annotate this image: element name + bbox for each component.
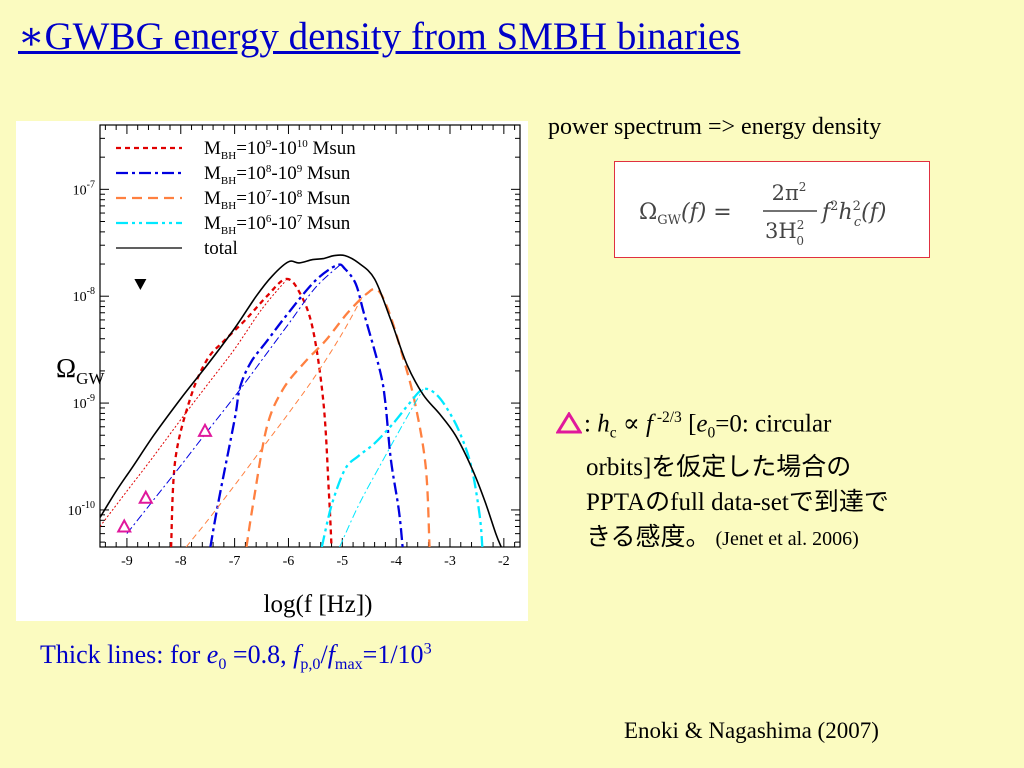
ppta-triangle-marker [197,422,213,437]
note-line-4: きる感度。 (Jenet et al. 2006) [586,524,859,552]
x-tick-label: -3 [444,554,456,569]
note-line-2: orbits]を仮定した場合の [586,454,852,482]
y-axis-label: ΩGW [56,353,105,388]
ppta-triangle-marker [116,518,132,533]
legend-label: MBH=107-108 Msun [204,188,351,212]
y-axis-label-symbol: Ω [56,353,76,383]
note-line-3: PPTAのfull data-setで到達で [586,489,889,517]
series-line [320,387,484,547]
series-line [100,254,502,547]
series-line [209,263,404,547]
series-thin-line [185,293,365,547]
legend-label: MBH=106-107 Msun [204,213,351,237]
citation: (Jenet et al. 2006) [710,528,859,551]
y-tick-label: 10-9 [73,393,95,412]
upper-limit-marker [134,279,147,291]
x-tick-label: -2 [498,554,510,569]
y-tick-label: 10-7 [73,179,95,198]
series-group [100,254,502,547]
formula-lhs: ΩGW(f) = [639,200,732,228]
ppta-note: : hc ∝ f -2/3 [e0=0: circular orbits]を仮定… [555,400,996,557]
x-tick-label: -7 [229,554,241,569]
formula-rhs: f2h2 c(f) [820,199,886,230]
chart-panel: ΩGW log(f [Hz]) -9 -8 -7 -6 -5 -4 -3 -2 10-7 10-8… [16,121,528,621]
series-line [169,277,333,547]
omega-gw-chart: ΩGW log(f [Hz]) -9 -8 -7 -6 -5 -4 -3 -2 10-7 10-8… [56,124,521,618]
credit: Enoki & Nagashima (2007) [624,718,879,743]
power-spectrum-note: power spectrum => energy density [548,114,882,140]
y-tick-label: 10-8 [73,286,95,305]
x-tick-label: -4 [390,554,402,569]
svg-text:ΩGW: ΩGW [56,353,105,388]
legend-label: total [204,238,238,259]
slide-title: ∗GWBG energy density from SMBH binaries [18,15,741,58]
series-thin-line [126,264,340,534]
legend-label: MBH=108-109 Msun [204,163,351,187]
series-line [245,287,431,547]
ppta-triangle-marker [138,489,154,504]
formula-numerator: 2π2 [772,180,807,205]
triangle-marker-icon [555,409,583,444]
x-tick-label: -8 [175,554,187,569]
y-axis-label-sub: GW [76,369,105,388]
formula-box: ΩGW(f) = 2π2 3H2 0 f2h2 c(f) [614,161,930,258]
x-tick-label: -9 [121,554,133,569]
series-thin-line [100,280,287,527]
y-tick-label: 10-10 [68,500,95,519]
series-thin-line [339,388,424,547]
formula-denominator: 3H2 0 [765,218,804,248]
thick-lines-caption: Thick lines: for e0 =0.8, fp,0/fmax=1/10… [40,640,432,674]
x-axis-label: log(f [Hz]) [264,591,373,618]
x-tick-label: -6 [283,554,295,569]
legend-label: MBH=109-1010 Msun [204,138,356,162]
x-tick-label: -5 [336,554,348,569]
